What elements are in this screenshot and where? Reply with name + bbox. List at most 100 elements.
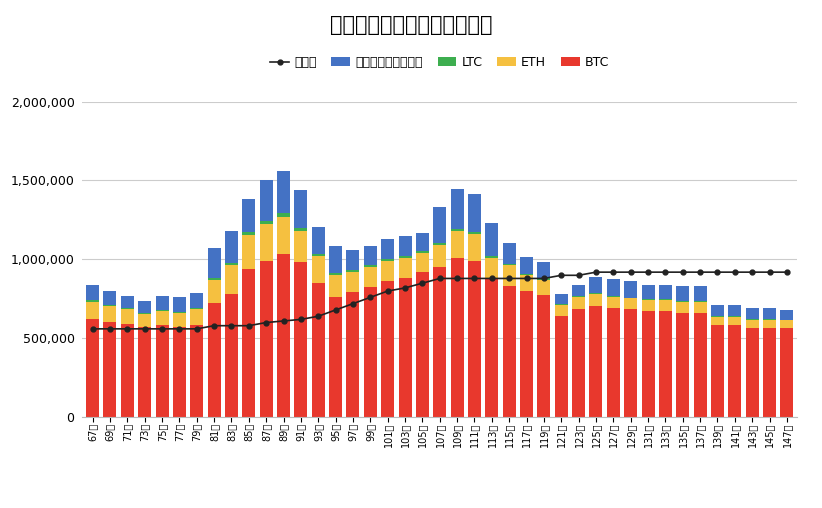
Bar <box>694 287 707 301</box>
投賄額 <box>140 326 150 332</box>
投賄額 <box>661 269 671 275</box>
Bar <box>468 194 481 232</box>
Bar <box>589 294 603 306</box>
Bar <box>346 270 359 272</box>
Bar <box>364 265 376 267</box>
Bar <box>659 285 672 299</box>
Bar <box>763 319 776 320</box>
投賄額 <box>591 269 601 275</box>
投賄額 <box>383 288 393 294</box>
Bar <box>312 282 325 417</box>
Bar <box>746 308 759 319</box>
Bar <box>641 311 654 417</box>
Bar <box>468 232 481 234</box>
Bar <box>277 171 290 213</box>
Bar <box>155 325 169 417</box>
Bar <box>780 321 793 328</box>
Bar <box>346 249 359 270</box>
Bar <box>433 267 446 417</box>
投賄額 <box>296 316 306 323</box>
投賄額 <box>279 318 289 324</box>
Bar <box>520 274 533 275</box>
Bar <box>242 199 256 232</box>
Legend: 投賄額, その他アルトコイン, LTC, ETH, BTC: 投賄額, その他アルトコイン, LTC, ETH, BTC <box>266 51 614 74</box>
Bar <box>364 267 376 288</box>
Bar <box>728 325 741 417</box>
Bar <box>155 296 169 310</box>
Bar <box>225 294 238 417</box>
Bar <box>589 306 603 417</box>
投賄額 <box>418 280 427 286</box>
Bar <box>329 297 342 417</box>
Bar <box>364 288 376 417</box>
Bar <box>433 243 446 245</box>
Bar <box>242 232 256 235</box>
Bar <box>711 316 724 325</box>
投賄額 <box>227 323 237 329</box>
Bar <box>746 319 759 320</box>
Bar <box>677 312 690 417</box>
Bar <box>104 322 117 417</box>
Bar <box>242 269 256 417</box>
Bar <box>555 316 568 417</box>
Bar <box>450 189 464 229</box>
Bar <box>138 301 151 313</box>
Bar <box>138 327 151 417</box>
投賄額 <box>643 269 653 275</box>
投賄額 <box>574 272 584 278</box>
Bar <box>694 312 707 417</box>
Bar <box>433 207 446 243</box>
Bar <box>711 325 724 417</box>
Bar <box>329 275 342 297</box>
投賄額 <box>764 269 774 275</box>
投賄額 <box>330 307 340 313</box>
Bar <box>416 253 429 272</box>
投賄額 <box>174 326 184 332</box>
Bar <box>173 327 186 417</box>
Bar <box>312 254 325 256</box>
Bar <box>208 279 220 303</box>
Bar <box>329 246 342 273</box>
Bar <box>677 302 690 312</box>
Bar <box>694 302 707 312</box>
Bar <box>746 328 759 417</box>
投賄額 <box>244 323 254 329</box>
Bar <box>329 273 342 275</box>
Bar <box>121 309 134 324</box>
Line: 投賄額: 投賄額 <box>90 270 789 331</box>
投賄額 <box>313 313 323 320</box>
Bar <box>485 278 498 417</box>
Bar <box>624 299 637 309</box>
Bar <box>208 303 220 417</box>
Bar <box>572 297 585 309</box>
Bar <box>780 310 793 320</box>
投賄額 <box>730 269 740 275</box>
投賄額 <box>209 323 219 329</box>
投賄額 <box>469 275 479 281</box>
Bar <box>763 320 776 328</box>
Bar <box>572 285 585 296</box>
Bar <box>86 302 99 319</box>
Bar <box>104 305 117 306</box>
Bar <box>277 255 290 417</box>
Bar <box>520 291 533 417</box>
Bar <box>589 277 603 293</box>
Bar <box>346 272 359 292</box>
Bar <box>260 180 273 221</box>
Bar <box>485 256 498 258</box>
Bar <box>416 233 429 251</box>
Bar <box>294 228 307 231</box>
投賄額 <box>435 275 445 281</box>
Bar <box>572 296 585 297</box>
Bar <box>503 286 515 417</box>
投賄額 <box>157 326 167 332</box>
Bar <box>399 278 412 417</box>
Bar <box>381 261 395 281</box>
Bar <box>694 301 707 302</box>
Bar <box>121 324 134 417</box>
Bar <box>624 309 637 417</box>
投賄額 <box>678 269 688 275</box>
Bar <box>677 287 690 301</box>
Bar <box>763 328 776 417</box>
Bar <box>728 305 741 316</box>
